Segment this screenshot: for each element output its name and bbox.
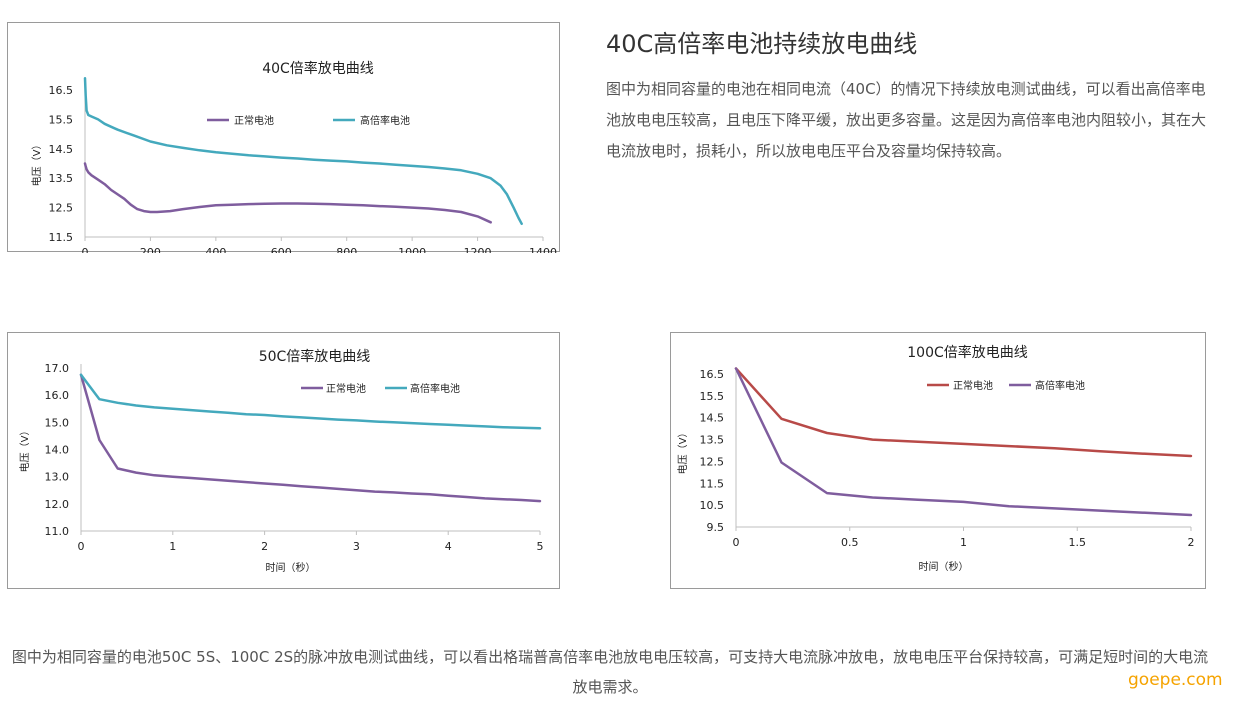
series-line-1 [79, 373, 542, 503]
series-line-1 [83, 162, 492, 224]
x-tick-label: 1 [169, 540, 176, 553]
y-tick-label: 14.5 [49, 143, 74, 156]
section-title: 40C高倍率电池持续放电曲线 [606, 30, 918, 58]
x-tick-label: 0.5 [841, 536, 859, 549]
x-tick-label: 0 [82, 246, 89, 253]
y-tick-label: 9.5 [707, 521, 725, 534]
y-tick-label: 15.5 [49, 113, 74, 126]
x-tick-label: 200 [140, 246, 161, 253]
y-tick-label: 14.5 [700, 412, 725, 425]
x-tick-label: 1000 [398, 246, 426, 253]
y-tick-label: 12.0 [45, 498, 70, 511]
y-tick-label: 13.5 [700, 434, 725, 447]
x-tick-label: 600 [271, 246, 292, 253]
chart-100c: 100C倍率放电曲线 0 0.5 1 1.5 2 9.5 10.5 11.5 12.5 13.5 14… [670, 332, 1206, 589]
y-tick-label: 13.0 [45, 471, 70, 484]
legend-label-1: 正常电池 [326, 382, 366, 395]
x-tick-label: 5 [537, 540, 544, 553]
y-tick-label: 10.5 [700, 499, 725, 512]
x-tick-label: 1400 [529, 246, 557, 253]
y-tick-label: 15.0 [45, 416, 70, 429]
chart-50c-svg: 50C倍率放电曲线 0 1 2 3 4 5 11.0 12.0 13.0 14.0 15.0 16.0 1… [18, 348, 544, 574]
x-axis-label: 时间（秒） [266, 561, 316, 574]
series-line-2 [734, 367, 1193, 517]
x-tick-label: 0 [733, 536, 740, 549]
x-tick-label: 4 [445, 540, 452, 553]
y-tick-label: 13.5 [49, 172, 74, 185]
y-tick-label: 11.5 [49, 231, 74, 244]
y-tick-label: 11.0 [45, 525, 70, 538]
watermark-text: goepe.com [1128, 670, 1223, 690]
y-tick-label: 17.0 [45, 362, 70, 375]
x-tick-label: 1 [960, 536, 967, 549]
x-tick-label: 1200 [464, 246, 492, 253]
x-axis-label: 时间（秒） [919, 560, 969, 573]
x-tick-label: 3 [353, 540, 360, 553]
legend-label-1: 正常电池 [234, 114, 274, 127]
x-tick-label: 0 [78, 540, 85, 553]
x-tick-label: 400 [205, 246, 226, 253]
x-tick-label: 2 [261, 540, 268, 553]
y-tick-label: 16.5 [49, 84, 74, 97]
y-tick-label: 12.5 [49, 202, 74, 215]
y-axis-label: 电压（V） [30, 140, 43, 187]
legend-label-2: 高倍率电池 [360, 114, 410, 127]
x-tick-label: 800 [336, 246, 357, 253]
y-tick-label: 11.5 [700, 477, 725, 490]
bottom-description: 图中为相同容量的电池50C 5S、100C 2S的脉冲放电测试曲线，可以看出格瑞… [11, 648, 1209, 696]
y-tick-label: 14.0 [45, 444, 70, 457]
x-tick-label: 1.5 [1069, 536, 1087, 549]
legend-label-2: 高倍率电池 [410, 382, 460, 395]
chart-40c-svg: 40C倍率放电曲线 0 200 400 600 800 1000 1200 1400 11.5 12… [30, 60, 557, 253]
section-description: 图中为相同容量的电池在相同电流（40C）的情况下持续放电测试曲线，可以看出高倍率… [606, 80, 1207, 160]
x-tick-label: 2 [1188, 536, 1195, 549]
series-line-2 [83, 76, 523, 226]
y-tick-label: 16.5 [700, 368, 725, 381]
chart-title: 50C倍率放电曲线 [259, 348, 371, 365]
series-line-1 [734, 367, 1193, 458]
chart-50c: 50C倍率放电曲线 0 1 2 3 4 5 11.0 12.0 13.0 14.0 15.0 16.0 1… [7, 332, 560, 589]
y-tick-label: 12.5 [700, 455, 725, 468]
y-tick-label: 15.5 [700, 390, 725, 403]
y-axis-label: 电压（V） [18, 426, 31, 473]
legend-label-1: 正常电池 [953, 379, 993, 392]
y-axis-label: 电压（V） [676, 428, 689, 475]
chart-title: 100C倍率放电曲线 [907, 344, 1028, 361]
series-line-2 [79, 373, 542, 430]
chart-title: 40C倍率放电曲线 [262, 60, 374, 77]
chart-40c: 40C倍率放电曲线 0 200 400 600 800 1000 1200 1400 11.5 12… [7, 22, 560, 253]
y-tick-label: 16.0 [45, 389, 70, 402]
legend-label-2: 高倍率电池 [1035, 379, 1085, 392]
